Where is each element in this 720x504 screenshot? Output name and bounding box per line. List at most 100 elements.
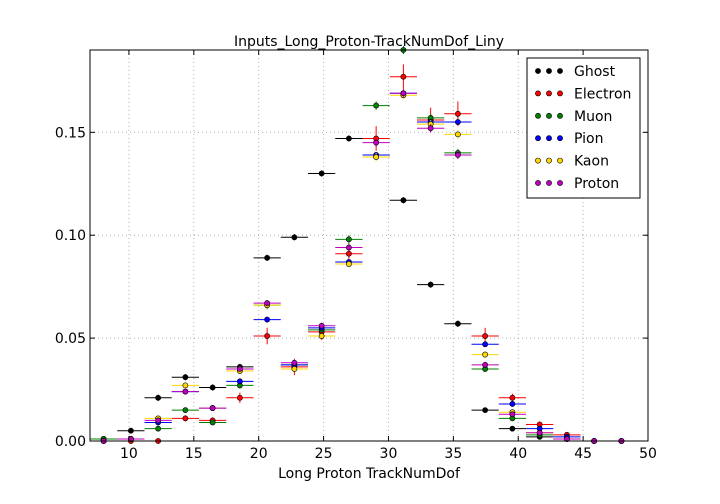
data-point bbox=[345, 244, 352, 251]
data-point bbox=[264, 333, 271, 339]
data-point bbox=[291, 366, 298, 372]
legend: Ghost Electron Muon Pion Kaon Proton bbox=[526, 57, 641, 199]
legend-marker bbox=[535, 68, 541, 74]
data-point bbox=[373, 102, 380, 109]
x-axis-label: Long Proton TrackNumDof bbox=[278, 466, 461, 482]
x-tick-label: 10 bbox=[120, 446, 138, 462]
data-point bbox=[427, 125, 434, 132]
legend-marker bbox=[546, 68, 552, 74]
y-tick-label: 0.10 bbox=[55, 228, 86, 244]
x-tick-label: 50 bbox=[639, 446, 657, 462]
data-point bbox=[236, 366, 243, 372]
x-tick-label: 20 bbox=[250, 446, 268, 462]
data-point bbox=[345, 261, 352, 267]
data-point bbox=[127, 436, 134, 442]
data-point bbox=[236, 378, 243, 385]
x-tick-label: 40 bbox=[509, 446, 527, 462]
data-point bbox=[454, 152, 461, 158]
data-point bbox=[345, 236, 352, 243]
y-tick-label: 0.15 bbox=[55, 125, 86, 141]
legend-entry: Ghost bbox=[574, 64, 616, 80]
data-point bbox=[454, 320, 461, 327]
legend-marker bbox=[546, 112, 552, 119]
legend-marker bbox=[535, 157, 541, 164]
legend-marker bbox=[535, 112, 541, 119]
x-tick-label: 45 bbox=[574, 446, 592, 462]
data-point bbox=[373, 154, 380, 160]
series-proton bbox=[90, 89, 636, 444]
legend-marker bbox=[546, 135, 552, 142]
legend-entry: Pion bbox=[574, 131, 603, 147]
x-tick-label: 25 bbox=[315, 446, 333, 462]
legend-marker bbox=[557, 157, 563, 164]
data-point bbox=[454, 119, 461, 125]
data-point bbox=[182, 374, 189, 381]
legend-marker bbox=[535, 90, 541, 97]
data-point bbox=[236, 394, 243, 401]
data-point bbox=[454, 110, 461, 117]
legend-marker bbox=[557, 112, 563, 119]
data-point bbox=[400, 90, 407, 97]
legend-marker bbox=[557, 180, 563, 186]
legend-entry: Muon bbox=[574, 109, 612, 125]
data-point bbox=[127, 427, 134, 434]
data-point bbox=[291, 359, 298, 366]
data-point bbox=[482, 341, 489, 348]
legend-marker bbox=[546, 180, 552, 186]
legend-marker bbox=[546, 90, 552, 97]
data-point bbox=[345, 135, 352, 142]
data-point bbox=[182, 407, 189, 414]
legend-marker bbox=[535, 135, 541, 142]
data-point bbox=[400, 197, 407, 204]
data-point bbox=[182, 415, 189, 422]
x-tick-label: 30 bbox=[380, 446, 398, 462]
data-point bbox=[318, 170, 325, 177]
data-point bbox=[209, 405, 216, 411]
data-point bbox=[318, 333, 325, 339]
data-point bbox=[182, 388, 189, 395]
data-point bbox=[264, 316, 271, 323]
legend-marker bbox=[557, 68, 563, 74]
data-point bbox=[482, 333, 489, 339]
legend-marker bbox=[557, 135, 563, 142]
data-point bbox=[345, 250, 352, 257]
axis-ticks: 10 15 20 25 30 35 40 45 50 0.00 0.05 0.10 0.15 bbox=[55, 50, 657, 462]
x-tick-label: 35 bbox=[444, 446, 462, 462]
data-point bbox=[427, 281, 434, 288]
data-point bbox=[182, 382, 189, 389]
data-point bbox=[155, 417, 162, 424]
legend-marker bbox=[535, 180, 541, 186]
legend-entry: Kaon bbox=[574, 154, 609, 170]
plot-frame bbox=[89, 49, 649, 442]
legend-entry: Proton bbox=[574, 176, 619, 192]
y-tick-label: 0.00 bbox=[55, 434, 86, 450]
data-point bbox=[563, 436, 570, 442]
data-point bbox=[509, 394, 516, 401]
x-tick-label: 15 bbox=[185, 446, 203, 462]
data-point bbox=[482, 351, 489, 358]
legend-entry: Electron bbox=[574, 86, 631, 102]
data-point bbox=[291, 234, 298, 241]
data-point bbox=[454, 131, 461, 138]
data-point bbox=[482, 407, 489, 414]
data-point bbox=[509, 401, 516, 407]
data-point bbox=[509, 425, 516, 432]
legend-marker bbox=[546, 157, 552, 164]
chart-title: Inputs_Long_Proton-TrackNumDof_Liny bbox=[234, 34, 504, 50]
data-point bbox=[509, 411, 516, 418]
data-point bbox=[536, 429, 543, 436]
data-point bbox=[373, 139, 380, 146]
data-point bbox=[318, 322, 325, 329]
data-point bbox=[155, 425, 162, 432]
data-point bbox=[264, 300, 271, 307]
legend-box bbox=[526, 57, 641, 199]
data-point bbox=[264, 254, 271, 261]
data-point bbox=[209, 384, 216, 391]
y-tick-label: 0.05 bbox=[55, 331, 86, 347]
data-point bbox=[400, 73, 407, 80]
data-point bbox=[482, 361, 489, 368]
legend-marker bbox=[557, 90, 563, 97]
data-point bbox=[209, 419, 216, 426]
data-point bbox=[155, 394, 162, 401]
